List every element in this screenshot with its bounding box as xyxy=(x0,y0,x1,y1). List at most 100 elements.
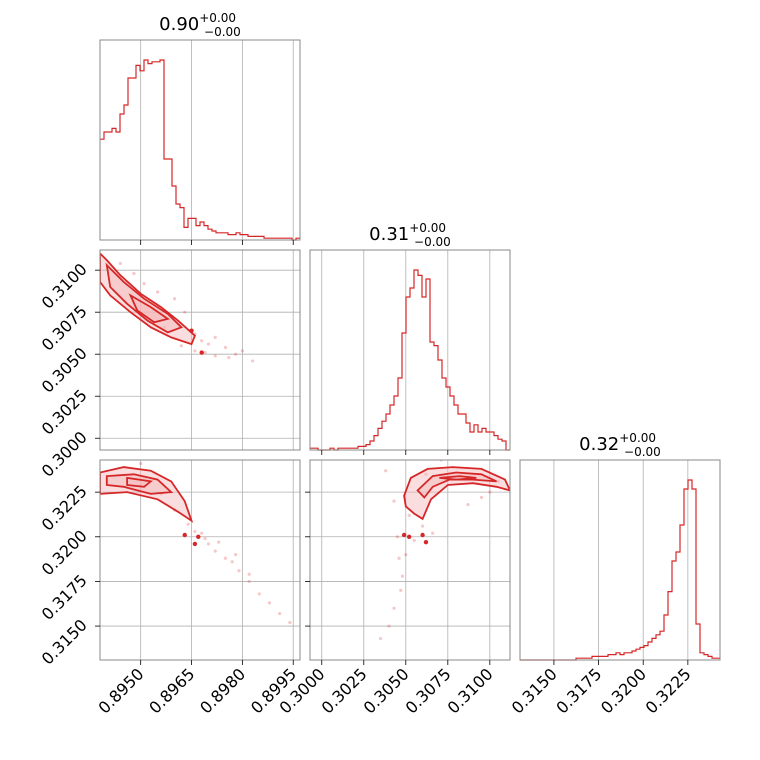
panel-p1_p2 xyxy=(305,459,511,665)
scatter-point xyxy=(257,592,261,596)
scatter-point xyxy=(156,290,160,294)
scatter-point xyxy=(278,611,282,616)
contour-island xyxy=(182,532,187,538)
scatter-point xyxy=(200,339,204,343)
scatter-point xyxy=(203,536,207,541)
contour-level-1 xyxy=(100,466,194,523)
scatter-point xyxy=(384,469,388,473)
contour-island xyxy=(189,328,194,333)
scatter-point xyxy=(399,588,403,592)
panel-p0_p1-bg xyxy=(100,250,300,450)
contour-island xyxy=(420,532,425,538)
contour-level-1 xyxy=(100,252,196,346)
panel-p0_p2-frame xyxy=(99,459,301,661)
scatter-point xyxy=(230,560,234,564)
hist-panel-p2 xyxy=(519,459,721,665)
scatter-point xyxy=(162,325,167,329)
xtick-label-p1: 0.3025 xyxy=(318,664,371,717)
scatter-point xyxy=(233,352,238,356)
contour-level-3 xyxy=(439,475,477,481)
hist-p0-line xyxy=(100,59,300,241)
title-p0: 0.90+0.00 −0.00 xyxy=(159,11,241,39)
hist-panel-p1 xyxy=(309,249,511,455)
scatter-point xyxy=(213,354,217,358)
hist-p1-line xyxy=(310,269,510,451)
scatter-point xyxy=(179,344,183,348)
scatter-point xyxy=(387,624,391,628)
scatter-point xyxy=(142,282,146,286)
hist-p2-frame xyxy=(519,459,721,661)
scatter-point xyxy=(378,636,383,641)
panel-p1_p2-plot xyxy=(378,460,510,641)
scatter-point xyxy=(193,529,197,534)
scatter-point xyxy=(183,310,187,314)
scatter-point xyxy=(424,472,428,476)
scatter-point xyxy=(206,342,211,346)
scatter-point xyxy=(496,479,500,484)
xtick-label-p2: 0.3175 xyxy=(552,664,605,717)
scatter-point xyxy=(400,574,405,578)
contour-island xyxy=(401,532,407,538)
scatter-point xyxy=(288,620,292,625)
panel-p0_p2 xyxy=(95,459,301,665)
scatter-point xyxy=(247,572,251,576)
xtick-label-p2: 0.3150 xyxy=(508,664,561,717)
scatter-point xyxy=(213,549,217,553)
panel-p0_p1 xyxy=(95,249,301,451)
ytick-label-p2: 0.3175 xyxy=(38,571,91,624)
xtick-label-p0: 0.8980 xyxy=(196,664,249,717)
panel-p0_p1-frame xyxy=(99,249,301,451)
panel-p0_p2-plot xyxy=(100,461,292,625)
scatter-point xyxy=(193,349,197,353)
ytick-label-p1: 0.3075 xyxy=(38,302,91,355)
contour-island xyxy=(423,539,429,545)
contour-level-2 xyxy=(416,471,497,499)
hist-p0-frame xyxy=(99,39,301,241)
xtick-label-p0: 0.8950 xyxy=(94,664,147,717)
scatter-point xyxy=(139,461,143,466)
scatter-point xyxy=(479,495,484,500)
contour-island xyxy=(192,541,198,547)
ytick-label-p1: 0.3050 xyxy=(38,344,91,397)
xtick-label-p0: 0.8965 xyxy=(145,664,198,717)
ytick-label-p2: 0.3225 xyxy=(38,482,91,535)
xtick-label-p1: 0.3050 xyxy=(360,664,413,717)
scatter-point xyxy=(237,569,241,573)
scatter-point xyxy=(250,359,255,363)
ytick-label-p1: 0.3025 xyxy=(38,386,91,439)
scatter-point xyxy=(118,261,122,266)
contour-island xyxy=(199,350,204,355)
panel-p0_p1-plot xyxy=(100,252,255,363)
scatter-point xyxy=(466,503,470,507)
scatter-point xyxy=(213,335,217,339)
scatter-point xyxy=(206,542,211,546)
hist-p1-bg xyxy=(310,250,510,450)
scatter-point xyxy=(392,606,396,610)
scatter-point xyxy=(172,297,177,301)
scatter-point xyxy=(397,556,401,560)
scatter-point xyxy=(203,350,207,355)
contour-level-3 xyxy=(126,476,153,488)
panel-p1_p2-frame xyxy=(309,459,511,661)
scatter-point xyxy=(223,345,228,350)
scatter-point xyxy=(395,535,399,539)
xtick-label-p1: 0.3075 xyxy=(402,664,455,717)
hist-p1-frame xyxy=(309,249,511,451)
xtick-label-p1: 0.3100 xyxy=(444,664,497,717)
title-p1: 0.31+0.00 −0.00 xyxy=(369,221,451,249)
scatter-point xyxy=(404,553,408,557)
ytick-label-p2: 0.3200 xyxy=(38,526,91,579)
scatter-point xyxy=(200,531,204,535)
xtick-label-p2: 0.3200 xyxy=(597,664,650,717)
panel-p1_p2-bg xyxy=(310,460,510,660)
scatter-point xyxy=(233,553,238,557)
scatter-point xyxy=(240,349,244,353)
ytick-label-p2: 0.3150 xyxy=(38,615,91,668)
scatter-point xyxy=(132,271,136,276)
scatter-point xyxy=(392,499,396,503)
scatter-point xyxy=(217,540,221,544)
scatter-point xyxy=(223,556,228,560)
contour-level-2 xyxy=(105,473,174,495)
scatter-point xyxy=(421,524,425,528)
